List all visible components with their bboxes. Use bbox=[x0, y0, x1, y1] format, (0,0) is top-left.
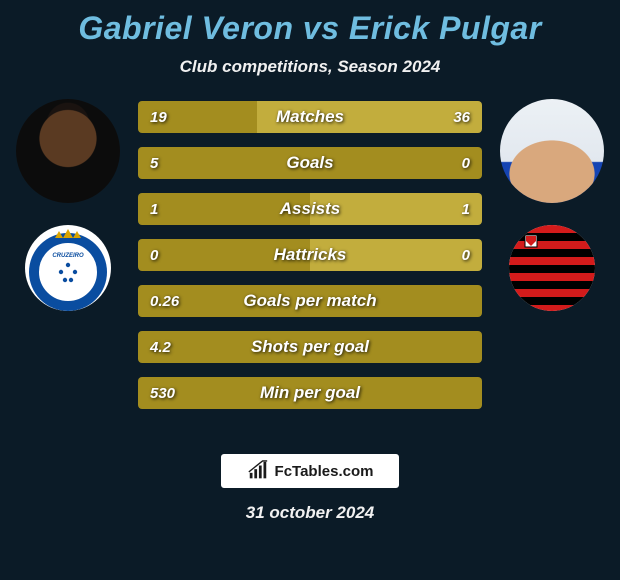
stat-row: Goals per match0.26 bbox=[138, 285, 482, 317]
stat-bar-left bbox=[138, 331, 482, 363]
subtitle: Club competitions, Season 2024 bbox=[0, 57, 620, 77]
date-text: 31 october 2024 bbox=[0, 503, 620, 523]
stat-bar-left bbox=[138, 147, 482, 179]
brand-text: FcTables.com bbox=[275, 463, 374, 480]
player-left-photo bbox=[16, 99, 120, 203]
stat-bar-left bbox=[138, 193, 310, 225]
stat-row: Assists11 bbox=[138, 193, 482, 225]
cruzeiro-crest-icon: CRUZEIRO bbox=[25, 225, 111, 311]
stat-row: Hattricks00 bbox=[138, 239, 482, 271]
stat-bar-left bbox=[138, 239, 310, 271]
stat-row: Goals50 bbox=[138, 147, 482, 179]
club-right-badge bbox=[509, 225, 595, 311]
content-area: CRUZEIRO Matches1936 Goals50 Assists11 Hatt… bbox=[0, 99, 620, 429]
stat-bar-right bbox=[310, 239, 482, 271]
page-title: Gabriel Veron vs Erick Pulgar bbox=[0, 10, 620, 47]
player-left-avatar bbox=[16, 99, 120, 203]
brand-badge: FcTables.com bbox=[220, 453, 400, 489]
flamengo-shield-icon bbox=[509, 225, 595, 311]
stat-bar-right bbox=[310, 193, 482, 225]
club-left-badge: CRUZEIRO bbox=[25, 225, 111, 311]
player-right-avatar bbox=[500, 99, 604, 203]
stat-bar-left bbox=[138, 101, 257, 133]
player-right-photo bbox=[500, 99, 604, 203]
stat-bar-left bbox=[138, 377, 482, 409]
svg-text:CRUZEIRO: CRUZEIRO bbox=[52, 253, 84, 259]
brand-chart-icon bbox=[247, 460, 269, 482]
stats-bars: Matches1936 Goals50 Assists11 Hattricks00 Go… bbox=[138, 101, 482, 409]
comparison-card: Gabriel Veron vs Erick Pulgar Club compe… bbox=[0, 0, 620, 580]
stat-bar-right bbox=[257, 101, 482, 133]
stat-row: Min per goal530 bbox=[138, 377, 482, 409]
right-column bbox=[492, 99, 612, 311]
stat-row: Shots per goal4.2 bbox=[138, 331, 482, 363]
left-column: CRUZEIRO bbox=[8, 99, 128, 311]
stat-bar-left bbox=[138, 285, 482, 317]
stat-row: Matches1936 bbox=[138, 101, 482, 133]
